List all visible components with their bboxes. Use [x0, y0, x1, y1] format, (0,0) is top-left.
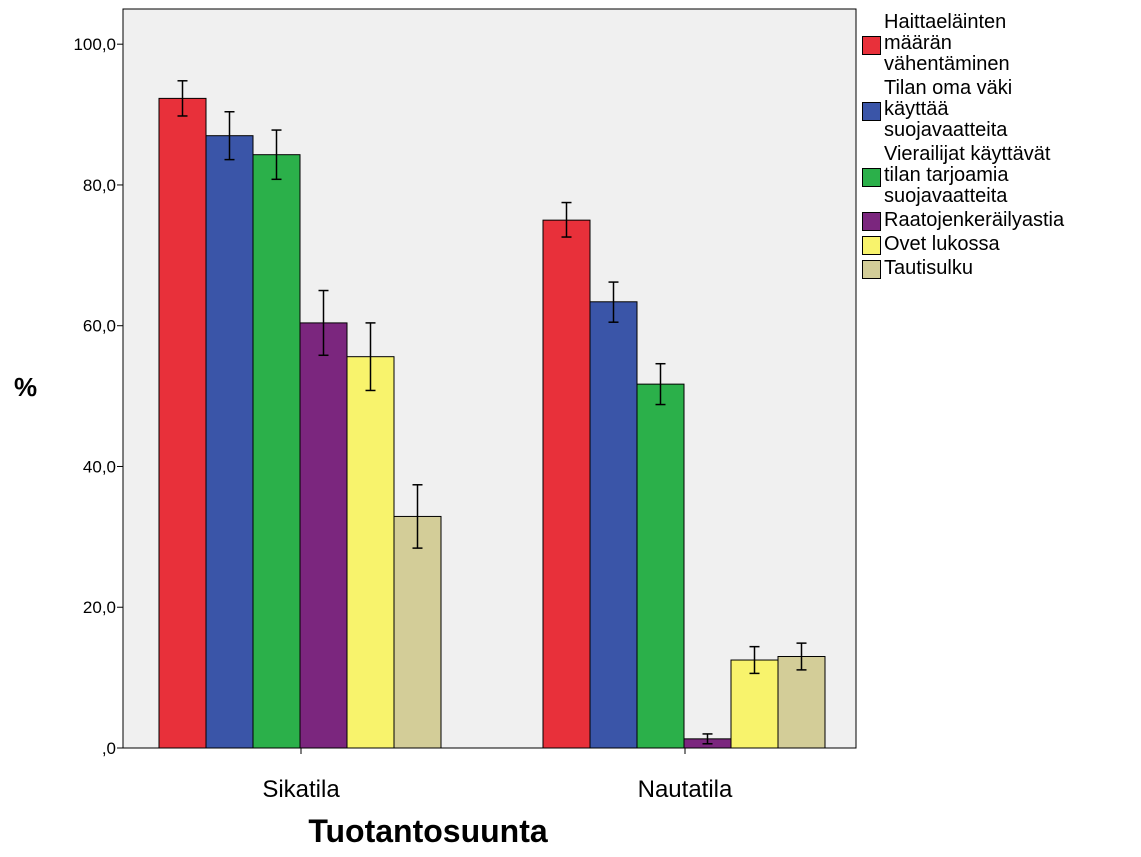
bar-3-sikatila [252, 154, 301, 749]
x-tick-label-nautatila: Nautatila [638, 776, 733, 803]
legend-label: Raatojenkeräilyastia [884, 209, 1065, 231]
error-bar-4-sikatila [318, 289, 329, 357]
bar-6-sikatila [393, 515, 442, 749]
legend-label: Vierailijat käyttävät tilan tarjoamia suoj… [884, 143, 1051, 207]
legend-label: Tautisulku [884, 257, 973, 279]
error-bar-5-nautatila [749, 645, 760, 675]
error-bar-3-nautatila [655, 362, 666, 406]
bar-2-nautatila [589, 301, 638, 749]
legend-swatch [862, 102, 881, 121]
bar-5-sikatila [346, 356, 395, 749]
y-tick-label: 80,0 [83, 176, 116, 195]
error-bar-3-sikatila [271, 129, 282, 181]
y-tick-label: 20,0 [83, 598, 116, 617]
legend: Haittaeläinten määrän vähentäminen Tilan om… [862, 12, 1138, 282]
bar-1-nautatila [542, 219, 591, 749]
legend-item: Raatojenkeräilyastia [862, 210, 1138, 231]
y-tick-label: 60,0 [83, 317, 116, 336]
legend-label: Ovet lukossa [884, 233, 1000, 255]
error-bar-6-sikatila [412, 484, 423, 549]
bar-6-nautatila [777, 656, 826, 749]
legend-item: Tautisulku [862, 258, 1138, 279]
x-axis-title: Tuotantosuunta [308, 813, 548, 849]
error-bar-2-nautatila [608, 281, 619, 323]
legend-item: Tilan oma väki käyttää suojavaatteita [862, 78, 1138, 141]
error-bar-5-sikatila [365, 322, 376, 392]
legend-swatch [862, 212, 881, 231]
legend-swatch [862, 36, 881, 55]
y-tick-label: 100,0 [73, 35, 116, 54]
error-bar-4-nautatila [702, 733, 713, 745]
error-bar-6-nautatila [796, 642, 807, 671]
legend-label: Tilan oma väki käyttää suojavaatteita [884, 77, 1013, 141]
bar-4-sikatila [299, 322, 348, 749]
bar-3-nautatila [636, 383, 685, 749]
bar-5-nautatila [730, 659, 779, 749]
legend-label: Haittaeläinten määrän vähentäminen [884, 11, 1010, 75]
bar-2-sikatila [205, 135, 254, 749]
legend-item: Vierailijat käyttävät tilan tarjoamia suoj… [862, 144, 1138, 207]
y-tick-label: ,0 [102, 739, 116, 758]
legend-swatch [862, 236, 881, 255]
legend-item: Ovet lukossa [862, 234, 1138, 255]
error-bar-1-sikatila [177, 80, 188, 117]
y-axis-title: % [14, 372, 38, 402]
bar-1-sikatila [158, 97, 207, 749]
legend-swatch [862, 168, 881, 187]
x-tick-label-sikatila: Sikatila [262, 776, 340, 803]
legend-swatch [862, 260, 881, 279]
error-bar-1-nautatila [561, 201, 572, 238]
error-bar-2-sikatila [224, 111, 235, 161]
legend-item: Haittaeläinten määrän vähentäminen [862, 12, 1138, 75]
y-tick-label: 40,0 [83, 457, 116, 476]
